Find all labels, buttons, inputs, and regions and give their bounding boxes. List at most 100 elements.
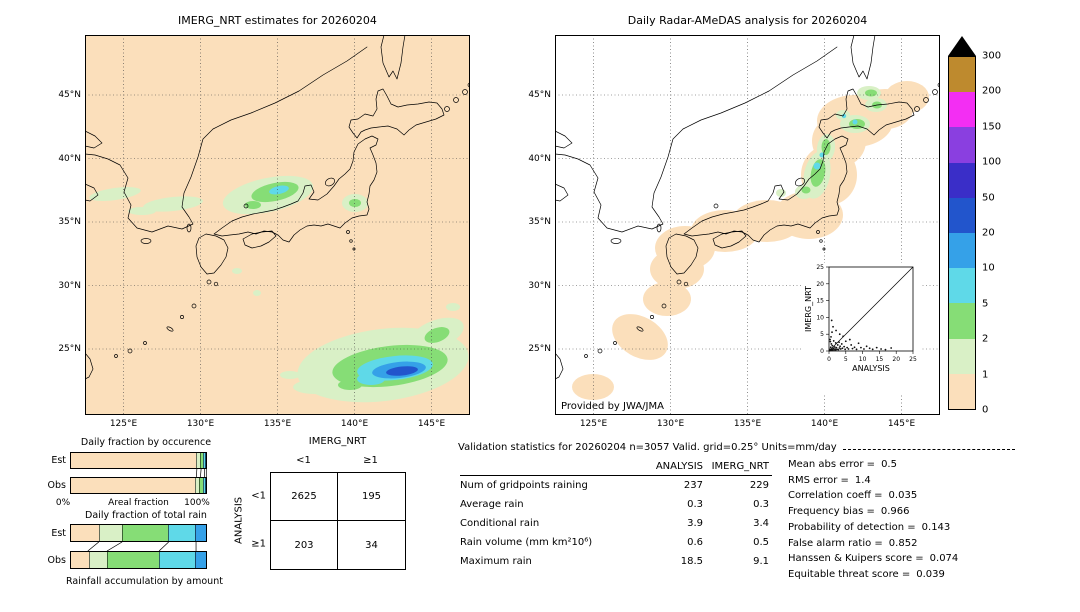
bar-segment-2-5	[199, 478, 204, 493]
contingency-row-axis: ANALYSIS	[233, 496, 245, 544]
lon-tick-label: 145°E	[417, 419, 446, 429]
metric-line: Mean abs error = 0.5	[788, 459, 897, 470]
total-rain-title: Daily fraction of total rain	[85, 510, 207, 521]
metric-line: Equitable threat score = 0.039	[788, 568, 945, 580]
bar-segment-5-10	[203, 453, 206, 468]
bar-segment-1-2	[99, 525, 123, 541]
metric-line: False alarm ratio = 0.852	[788, 537, 918, 549]
lon-tick-label: 140°E	[810, 419, 839, 429]
colorbar	[948, 36, 976, 410]
radar-map-panel: Daily Radar-AMeDAS analysis for 20260204	[528, 14, 940, 429]
radar-map-title: Daily Radar-AMeDAS analysis for 20260204	[627, 14, 868, 27]
bar-segment-10-20	[205, 478, 206, 493]
svg-text:25: 25	[909, 356, 917, 363]
svg-text:15: 15	[876, 356, 884, 363]
contingency-cell: 195	[338, 473, 405, 521]
total-rain-caption: Rainfall accumulation by amount	[66, 576, 223, 587]
radar-map	[555, 35, 940, 415]
bar-segment-1-2	[88, 552, 108, 568]
colorbar-tick-label: 100	[982, 156, 1002, 168]
occurrence-est-label: Est	[51, 455, 66, 466]
imerg-precip-max	[386, 366, 418, 376]
bar-segment-0-1	[71, 478, 196, 493]
colorbar-tick-label: 50	[982, 192, 995, 204]
stats-row: Maximum rain 18.5 9.1	[460, 556, 769, 567]
stats-metrics: Mean abs error = 0.5 RMS error = 1.4 Corre…	[788, 457, 958, 583]
contingency-row-label: <1	[251, 490, 266, 502]
inset-ylabel: IMERG_NRT	[804, 286, 813, 332]
scatter-points	[828, 319, 893, 352]
colorbar-tick-label: 5	[982, 298, 989, 310]
occurrence-obs-bar	[70, 477, 207, 494]
svg-text:5: 5	[844, 356, 848, 363]
bar-segment-2-5	[199, 453, 204, 468]
lat-tick-label: 35°N	[528, 217, 551, 227]
areal-fraction-label: Areal fraction	[108, 498, 169, 508]
imerg-map-title: IMERG_NRT estimates for 20260204	[178, 14, 377, 27]
lon-tick-label: 130°E	[656, 419, 685, 429]
contingency-row-label: ≥1	[251, 538, 266, 550]
map-frame	[555, 35, 940, 415]
contingency-col-label: <1	[296, 455, 311, 466]
lon-tick-label: 130°E	[186, 419, 215, 429]
bar-segment-10-20	[195, 552, 206, 568]
stats-title: Validation statistics for 20260204 n=305…	[458, 442, 837, 453]
contingency-table: 2625 195 203 34	[270, 472, 406, 570]
lon-tick-label: 140°E	[340, 419, 369, 429]
svg-text:5: 5	[820, 331, 824, 338]
bar-segment-2-5	[122, 525, 169, 541]
svg-text:10: 10	[816, 314, 824, 321]
colorbar-tick-label: 20	[982, 227, 995, 239]
dashed-rule	[842, 449, 1015, 450]
svg-text:0: 0	[827, 356, 831, 363]
metric-line: Frequency bias = 0.966	[788, 506, 910, 518]
lat-tick-label: 25°N	[58, 344, 81, 354]
lon-tick-label: 135°E	[263, 419, 292, 429]
colorbar-tick-label: 300	[982, 50, 1002, 62]
svg-text:20: 20	[892, 356, 900, 363]
svg-text:0: 0	[820, 348, 824, 355]
validation-stats: Validation statistics for 20260204 n=305…	[458, 442, 1015, 580]
lat-tick-label: 40°N	[58, 153, 81, 164]
scatter-plot: 00 5 5 10 10 15 15 20 20 25 25 ANALYSIS IMERG_NRT	[804, 264, 917, 373]
metric-line: Probability of detection = 0.143	[788, 521, 951, 533]
lat-tick-label: 45°N	[58, 90, 81, 100]
colorbar-segment	[949, 127, 975, 163]
colorbar-segment	[949, 303, 975, 339]
colorbar-tick-label: 150	[982, 121, 1002, 133]
bar-segment-0-1	[71, 525, 100, 541]
stats-header-analysis: ANALYSIS	[655, 461, 703, 472]
lat-tick-label: 30°N	[528, 280, 551, 291]
contingency-cell: 34	[365, 539, 378, 551]
stats-row: Average rain 0.3 0.3	[460, 499, 769, 510]
stats-row: Num of gridpoints raining 237 229	[460, 480, 769, 491]
bar-segment-1-2	[195, 453, 200, 468]
stats-table: ANALYSIS IMERG_NRT Num of gridpoints rai…	[460, 459, 772, 571]
total-rain-obs-label: Obs	[47, 555, 66, 566]
lon-tick-label: 125°E	[109, 419, 138, 429]
colorbar-segment	[949, 197, 975, 234]
data-credit: Provided by JWA/JMA	[561, 401, 664, 412]
stats-row: Conditional rain 3.9 3.4	[460, 518, 769, 529]
colorbar-segment	[949, 92, 975, 128]
svg-text:10: 10	[859, 356, 867, 363]
colorbar-tick-label: 0	[982, 404, 989, 416]
total-rain-connectors	[87, 542, 197, 551]
colorbar-labels: 300 200 150 100 50 20 10 5 2 1 0	[982, 36, 1024, 430]
lat-tick-label: 35°N	[58, 217, 81, 227]
map-frame	[85, 35, 470, 415]
scatter-inset: 0 0 5 5 10 10 15 15 20 20 25 25 ANALYSIS IMERG_NRT	[803, 263, 921, 395]
svg-text:15: 15	[816, 298, 824, 305]
colorbar-segment	[949, 162, 975, 198]
svg-text:25: 25	[816, 264, 824, 271]
areal-fraction-min: 0%	[55, 498, 71, 508]
lon-tick-label: 125°E	[579, 419, 608, 429]
contingency-col-axis: IMERG_NRT	[308, 436, 367, 447]
metric-line: Correlation coeff = 0.035	[788, 490, 918, 502]
colorbar-tick-label: 200	[982, 85, 1002, 97]
imerg-map	[85, 35, 470, 415]
colorbar-segment	[949, 338, 975, 374]
contingency-cell: 203	[271, 521, 338, 569]
occurrence-connectors	[195, 469, 207, 477]
occurrence-obs-label: Obs	[47, 480, 66, 491]
